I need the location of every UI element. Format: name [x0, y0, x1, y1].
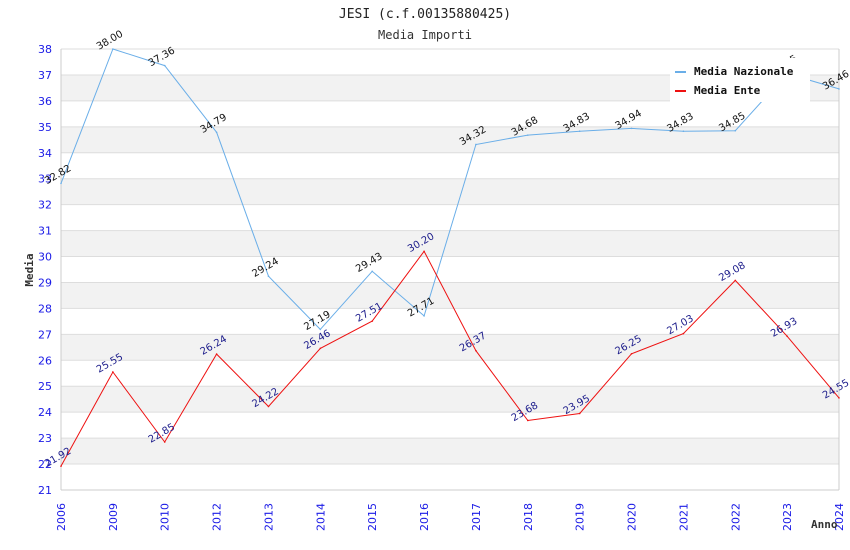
grid-band	[61, 178, 839, 205]
y-tick-label: 37	[38, 69, 52, 82]
legend: Media Nazionale Media Ente	[670, 58, 810, 102]
x-tick-label: 2014	[314, 503, 327, 531]
data-point	[630, 353, 633, 355]
x-tick-label: 2012	[211, 503, 224, 531]
data-label: 29.24	[250, 256, 280, 280]
y-tick-label: 29	[38, 276, 52, 289]
data-point	[371, 270, 374, 273]
data-point	[423, 250, 425, 253]
x-tick-label: 2021	[677, 503, 690, 531]
data-point	[60, 182, 62, 185]
legend-swatch-media-ente	[675, 90, 686, 92]
series-line-media-nazionale	[60, 48, 840, 331]
grid-band	[61, 334, 839, 361]
x-tick-label: 2018	[522, 503, 535, 531]
y-tick-label: 28	[38, 302, 52, 315]
x-tick-label: 2009	[107, 503, 120, 531]
data-point	[630, 127, 633, 130]
grid-lines	[61, 48, 839, 491]
data-point	[527, 134, 529, 136]
grid-band	[61, 282, 839, 309]
data-point	[163, 64, 166, 67]
y-tick-labels: 21 22 23 24 25 26 27 28 29 30 31 32 33 34 35 36 37 38	[38, 43, 52, 497]
data-point	[319, 328, 322, 331]
y-tick-label: 32	[38, 199, 52, 212]
series-line-media-ente	[60, 250, 840, 467]
data-point	[838, 397, 840, 399]
data-point	[734, 129, 737, 132]
grid-bands	[61, 74, 839, 465]
chart-title: JESI (c.f.00135880425)	[339, 7, 511, 22]
x-tick-label: 2006	[55, 503, 68, 531]
y-tick-label: 36	[38, 95, 52, 108]
data-point	[578, 412, 581, 415]
data-label: 21.92	[43, 446, 73, 470]
x-tick-label: 2010	[159, 503, 172, 531]
y-tick-label: 30	[38, 251, 52, 264]
y-axis-label: Media	[23, 253, 36, 286]
x-tick-label: 2024	[833, 503, 846, 531]
data-label: 27.19	[302, 309, 332, 333]
data-point	[682, 332, 685, 335]
y-tick-label: 25	[38, 380, 52, 393]
grid-band	[61, 438, 839, 465]
data-point	[578, 130, 581, 133]
y-tick-label: 27	[38, 328, 52, 341]
data-point	[423, 315, 425, 317]
y-tick-label: 34	[38, 147, 52, 160]
data-point	[163, 441, 166, 443]
data-point	[112, 371, 114, 373]
data-point	[215, 131, 218, 134]
data-point	[786, 335, 788, 337]
data-point	[215, 353, 218, 355]
x-tick-label: 2015	[366, 503, 379, 531]
data-label: 29.08	[717, 260, 747, 284]
data-label: 27.03	[665, 313, 695, 337]
data-point	[475, 143, 477, 146]
y-tick-label: 38	[38, 43, 52, 56]
grid-band	[61, 386, 839, 413]
x-tick-label: 2016	[418, 503, 431, 531]
legend-label-media-nazionale: Media Nazionale	[694, 65, 794, 78]
data-point	[371, 320, 374, 322]
x-tick-label: 2013	[262, 503, 275, 531]
x-tick-label: 2020	[626, 503, 639, 531]
chart-subtitle: Media Importi	[378, 28, 472, 42]
y-tick-label: 21	[38, 484, 52, 497]
y-tick-label: 35	[38, 121, 52, 134]
data-point	[267, 275, 270, 278]
data-point	[112, 48, 114, 50]
x-tick-label: 2017	[470, 503, 483, 531]
data-point	[734, 279, 737, 282]
y-tick-label: 33	[38, 173, 52, 186]
data-point	[60, 465, 62, 467]
y-tick-label: 24	[38, 406, 52, 419]
data-point	[838, 88, 840, 90]
x-axis-label: Anno	[811, 518, 838, 531]
legend-label-media-ente: Media Ente	[694, 84, 761, 97]
x-tick-label: 2019	[574, 503, 587, 531]
legend-swatch-media-nazionale	[675, 71, 686, 73]
x-tick-label: 2022	[729, 503, 742, 531]
grid-band	[61, 230, 839, 257]
y-tick-label: 26	[38, 354, 52, 367]
legend-background	[670, 58, 810, 102]
data-point	[682, 130, 685, 133]
y-tick-label: 31	[38, 225, 52, 238]
x-tick-labels: 2006 2009 2010 2012 2013 2014 2015 2016 2017 2018…	[55, 503, 846, 531]
y-tick-label: 23	[38, 432, 52, 445]
data-point	[527, 419, 529, 422]
y-tick-label: 22	[38, 458, 52, 471]
data-point	[475, 349, 477, 352]
data-point	[267, 405, 270, 408]
x-tick-label: 2023	[781, 503, 794, 531]
data-point	[319, 347, 322, 350]
